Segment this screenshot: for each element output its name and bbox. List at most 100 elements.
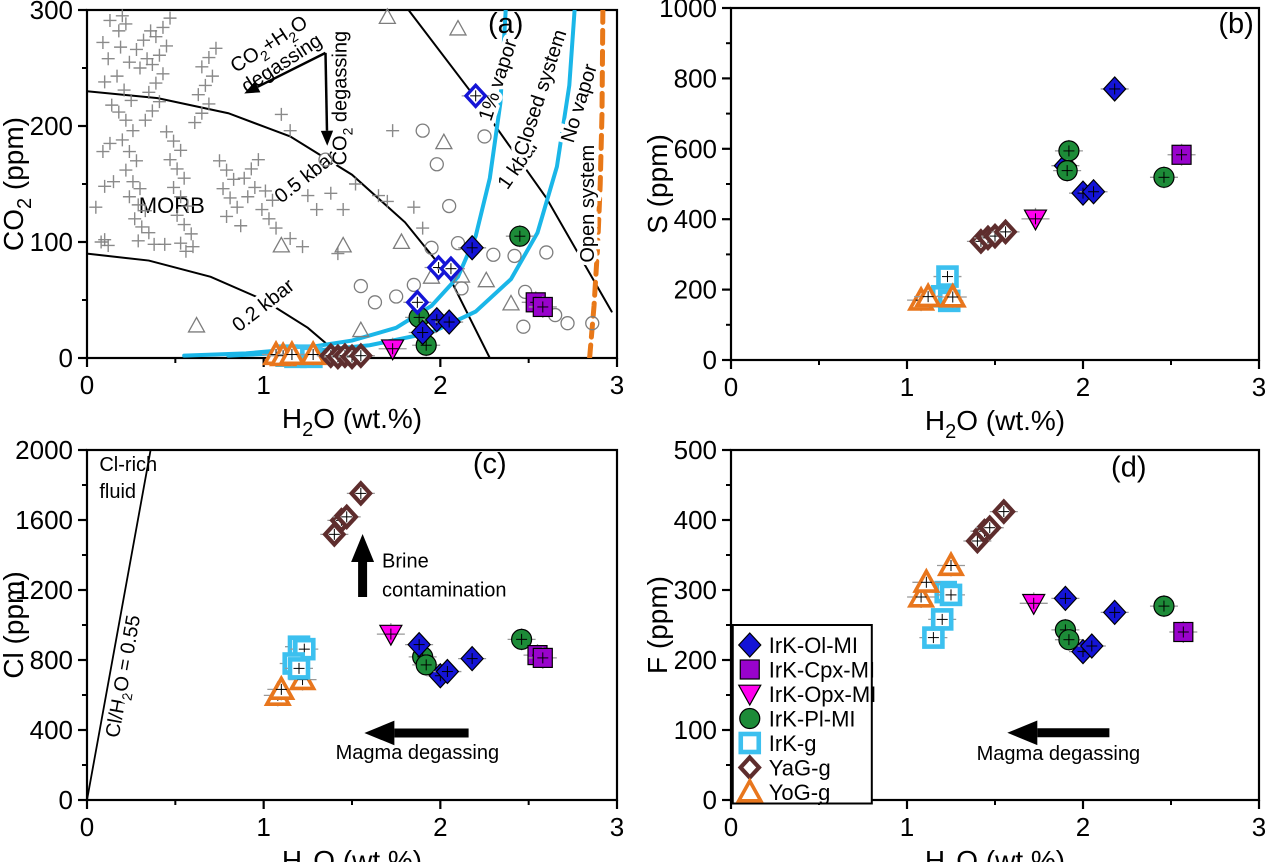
y-tick-label: 1600 [15,505,73,535]
svg-text:Magma degassing: Magma degassing [336,742,499,764]
y-tick-label: 400 [674,204,717,234]
svg-text:0.2 kbar: 0.2 kbar [228,275,299,337]
svg-text:H2O (wt.%): H2O (wt.%) [925,845,1065,862]
x-tick-label: 1 [256,370,270,400]
x-tick-label: 0 [80,812,94,842]
x-tick-label: 3 [610,812,624,842]
y-tick-label: 0 [59,785,73,815]
series-YoG-g [907,550,966,608]
series-IrK-Ol-MI [1051,585,1129,665]
x-tick-label: 2 [1076,812,1090,842]
annotation-text: 0.2 kbar [225,271,303,340]
series-IrK-Ol-MI [405,631,487,689]
svg-text:Magma degassing: Magma degassing [977,743,1140,765]
series-YaG-g [320,480,375,548]
svg-text:H2O (wt.%): H2O (wt.%) [282,403,422,441]
curve [587,10,606,358]
y-axis-title: Cl (ppm) [0,571,29,678]
panel-b: 0 1 2 3 0 200 400 600 800 1000 H2O (wt.%) S (ppm) (b… [642,0,1266,443]
axes-d: 0 1 2 3 0 100 200 300 400 500 [674,435,1267,842]
legend-entry-IrK-Ol-MI: IrK-Ol-MI [737,632,858,658]
y-tick-label: 0 [59,343,73,373]
svg-text:MORB: MORB [139,193,205,218]
legend-entry-YoG-g: YoG-g [735,777,831,805]
series-IrK-Ol-MI [1051,76,1129,207]
series-gray-open-triangles [187,7,521,338]
x-tick-label: 1 [256,812,270,842]
y-tick-label: 200 [674,645,717,675]
y-tick-label: 2000 [15,435,73,465]
svg-text:CO2 degassing: CO2 degassing [330,31,356,166]
y-tick-label: 100 [674,715,717,745]
series-YoG-g [907,281,967,312]
svg-text:H2O (wt.%): H2O (wt.%) [282,845,422,862]
axes-c: 0 1 2 3 0 400 800 1200 1600 2000 [15,435,624,842]
y-tick-label: 200 [674,275,717,305]
annotation-arrow [1007,720,1110,746]
curve [87,252,345,358]
legend-entry-IrK-Opx-MI: IrK-Opx-MI [737,682,877,707]
legend: IrK-Ol-MIIrK-Cpx-MIIrK-Opx-MIIrK-Pl-MIIr… [731,624,877,805]
annotation-text: MORB [139,193,205,218]
annotation-text: Brine contamination [382,550,507,601]
curve [87,450,152,800]
series-MORB (plus symbols) [89,9,430,261]
legend-label: IrK-g [769,731,817,756]
legend-label: IrK-Opx-MI [769,682,877,707]
x-tick-label: 2 [1076,372,1090,402]
panel-letter-d: (d) [1111,452,1146,484]
axes-b: 0 1 2 3 0 200 400 600 800 1000 [659,0,1266,402]
legend-label: IrK-Pl-MI [769,707,856,732]
panel-d: 0 1 2 3 0 100 200 300 400 500 H2O (wt.%) F (ppm) Mag… [642,435,1266,862]
y-tick-label: 300 [30,0,73,25]
legend-entry-IrK-Cpx-MI: IrK-Cpx-MI [739,658,875,683]
svg-text:S (ppm): S (ppm) [642,134,673,234]
panel-letter-c: (c) [473,448,507,480]
annotation-text: CO2 degassing [330,31,356,166]
annotation-text: Magma degassing [977,743,1140,765]
y-axis-title: CO2 (ppm) [0,117,36,251]
x-tick-label: 0 [724,372,738,402]
x-axis-title: H2O (wt.%) [282,845,422,862]
series-IrK-g [919,580,965,649]
series-IrK-Cpx-MI [523,644,557,669]
y-tick-label: 400 [30,715,73,745]
y-tick-label: 200 [30,111,73,141]
legend-label: YoG-g [769,780,831,805]
y-tick-label: 600 [674,134,717,164]
annotation-text: Magma degassing [336,742,499,764]
series-IrK-Pl-MI [405,225,534,357]
panel-letter-a: (a) [488,8,523,40]
series-IrK-Opx-MI [1019,592,1048,616]
legend-entry-YaG-g: YaG-g [737,754,831,781]
y-tick-label: 0 [703,345,717,375]
series-IrK-g [279,635,319,680]
x-tick-label: 1 [900,372,914,402]
y-tick-label: 800 [30,645,73,675]
series-IrK-Opx-MI [376,623,405,647]
curves-c [87,450,152,800]
y-tick-label: 1200 [15,575,73,605]
series-IrK-Cpx-MI [521,291,557,318]
y-tick-label: 400 [674,505,717,535]
y-tick-label: 1000 [659,0,717,23]
series-gray-open-circles [318,123,600,334]
legend-label: YaG-g [769,756,831,781]
series-IrK-Pl-MI [1053,139,1178,189]
annotation-arrow [244,51,327,94]
x-tick-label: 1 [900,812,914,842]
svg-text:CO2+H2Odegassing: CO2+H2Odegassing [225,10,326,97]
x-axis-title: H2O (wt.%) [925,405,1065,443]
series-IrK-Cpx-MI [1169,621,1198,643]
series-IrK-Opx-MI [1021,207,1050,232]
x-tick-label: 2 [433,812,447,842]
annotation-text: CO2+H2Odegassing [225,10,326,97]
annotation-text: 1% vapor [471,33,525,127]
x-tick-label: 3 [1252,372,1266,402]
legend-label: IrK-Cpx-MI [769,658,875,683]
annotation-arrow [320,52,334,146]
